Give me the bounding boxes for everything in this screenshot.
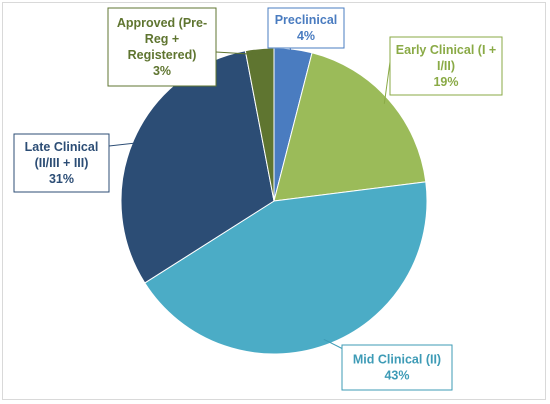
callout-box-2 bbox=[341, 344, 453, 391]
pie-slice-1 bbox=[273, 52, 427, 202]
callout-leader-4 bbox=[215, 51, 261, 56]
callout-leader-0 bbox=[289, 47, 293, 56]
callout-leader-3 bbox=[108, 142, 140, 147]
callout-box-1 bbox=[389, 36, 503, 96]
slice-label-2-line-1: 43% bbox=[384, 369, 409, 383]
slice-label-1-line-2: 19% bbox=[433, 75, 458, 89]
slice-label-0-line-0: Preclinical bbox=[275, 13, 338, 27]
callout-box-4 bbox=[107, 7, 217, 87]
slice-label-1-line-1: I/II) bbox=[437, 59, 455, 73]
slice-label-3-line-0: Late Clinical bbox=[25, 140, 99, 154]
pie-slice-2 bbox=[144, 181, 428, 355]
slice-label-4-line-2: Registered) bbox=[128, 48, 197, 62]
slice-label-3-line-1: (II/III + III) bbox=[35, 156, 89, 170]
callout-leader-2 bbox=[323, 338, 346, 351]
slice-label-1-line-0: Early Clinical (I + bbox=[396, 43, 496, 57]
callout-box-0 bbox=[267, 7, 345, 49]
slice-label-0-line-1: 4% bbox=[297, 29, 315, 43]
slice-label-4-line-0: Approved (Pre- bbox=[117, 16, 207, 30]
slice-label-3-line-2: 31% bbox=[49, 172, 74, 186]
slice-label-4-line-1: Reg + bbox=[145, 32, 179, 46]
slice-label-4-line-3: 3% bbox=[153, 64, 171, 78]
callout-box-3 bbox=[13, 133, 110, 193]
slice-label-2-line-0: Mid Clinical (II) bbox=[353, 353, 441, 367]
callout-leader-1 bbox=[383, 61, 391, 104]
